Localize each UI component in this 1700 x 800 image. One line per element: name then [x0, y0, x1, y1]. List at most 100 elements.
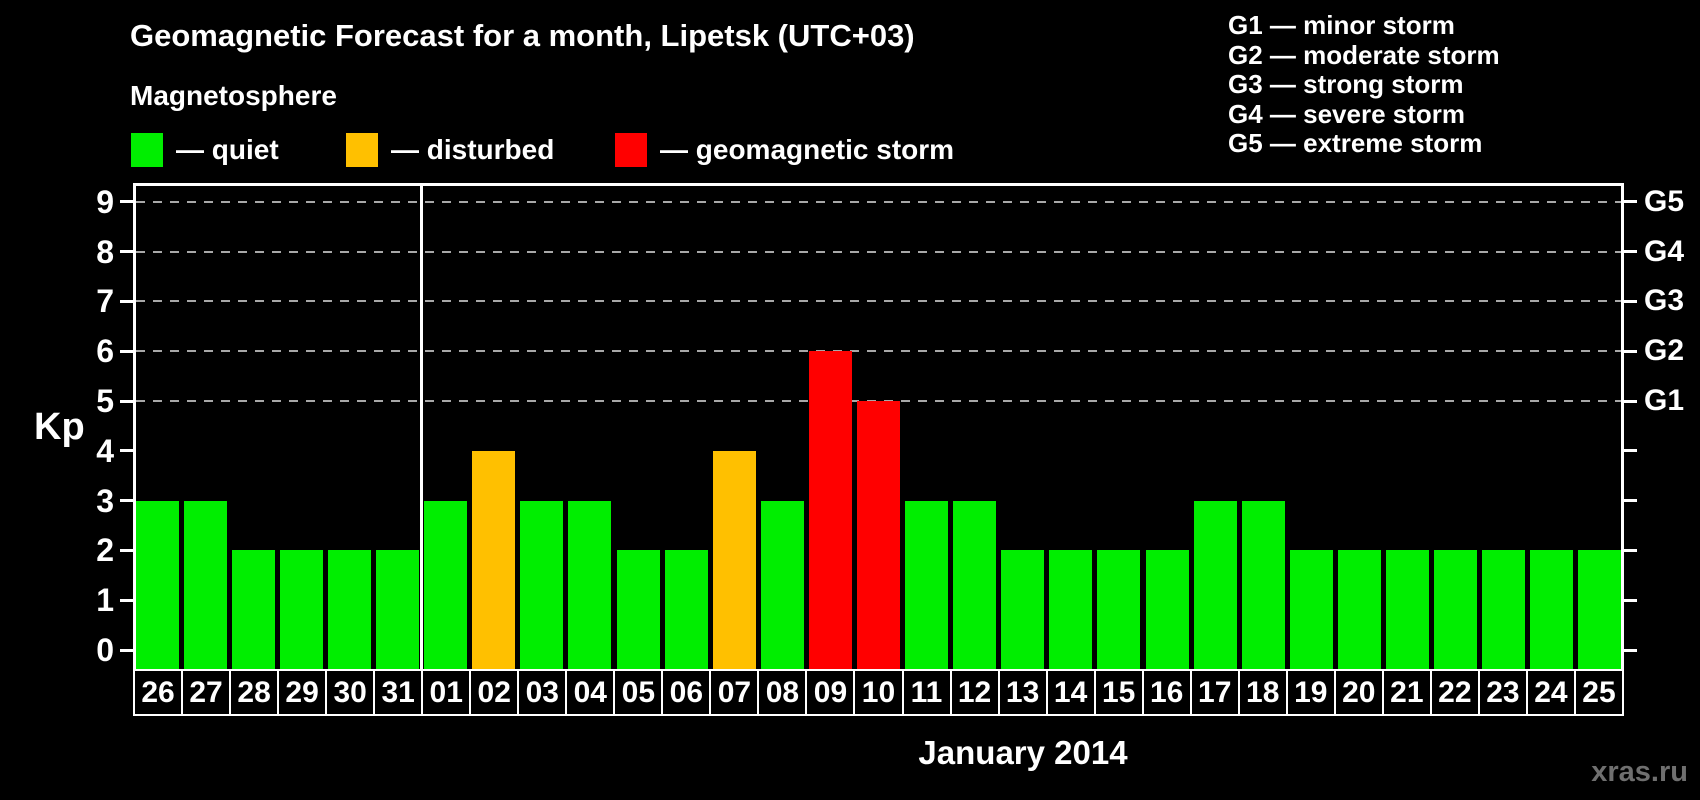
bar-day-01: [424, 500, 468, 669]
y-axis-tick-left-8: [120, 250, 133, 254]
day-label-26: 26: [141, 675, 175, 709]
y-axis-tick-left-0: [120, 648, 133, 652]
bar-day-09: [808, 351, 852, 669]
day-label-11: 11: [901, 671, 950, 714]
day-label-08: 08: [757, 671, 805, 714]
g-legend-line-g3: G3 — strong storm: [1228, 69, 1464, 100]
y-axis-label-0: 0: [96, 632, 114, 668]
day-label-28: 28: [229, 671, 277, 714]
day-label-24: 24: [1525, 671, 1574, 714]
bar-day-07: [712, 450, 756, 669]
month-separator-line-el: [420, 186, 424, 669]
y-axis-label-4: 4: [96, 432, 114, 469]
bar-day-21: [1386, 550, 1430, 669]
storm-color-swatch: [615, 132, 647, 167]
day-label-01: 01: [421, 671, 469, 714]
y-axis-tick-left-6: [120, 349, 133, 353]
day-label-12: 12: [949, 671, 998, 714]
y-axis-tick-left-3: [120, 499, 133, 503]
y-axis-tick-left-7: [120, 299, 133, 303]
day-label-27: 27: [181, 671, 229, 714]
g-legend-line-g1: G1 — minor storm: [1228, 10, 1455, 40]
g-axis-label-G5: G5: [1644, 184, 1685, 218]
legend-label-disturbed: — disturbed: [391, 133, 555, 165]
y-axis-tick-left-5: [120, 399, 133, 403]
y-axis-tick-left-4: [120, 449, 133, 453]
legend-item-quiet: — quiet: [131, 132, 279, 167]
bar-day-14: [1049, 550, 1093, 669]
day-label-25: 25: [1573, 671, 1622, 714]
day-label-10: 10: [853, 671, 901, 714]
gridline-kp8: [136, 250, 1621, 253]
bar-day-12: [953, 500, 997, 669]
day-label-23: 23: [1477, 671, 1526, 714]
day-label-19: 19: [1285, 671, 1334, 714]
day-label-21: 21: [1381, 671, 1430, 714]
bar-day-29: [279, 550, 323, 669]
bar-day-23: [1482, 550, 1526, 669]
quiet-color-swatch: [131, 132, 163, 167]
g-axis-label-G2: G2: [1644, 334, 1685, 368]
bar-day-17: [1193, 500, 1237, 669]
day-label-18: 18: [1237, 671, 1286, 714]
g-legend-line-g2: G2 — moderate storm: [1228, 39, 1500, 70]
y-axis-label-9: 9: [96, 183, 114, 220]
legend-item-disturbed: — disturbed: [346, 132, 554, 167]
legend-item-storm: — geomagnetic storm: [615, 132, 954, 167]
g-legend-line-g5: G5 — extreme storm: [1228, 128, 1483, 159]
day-label-22: 22: [1429, 671, 1478, 714]
gridline-kp9: [136, 200, 1621, 203]
bar-day-20: [1337, 550, 1381, 669]
day-label-17: 17: [1189, 671, 1238, 714]
day-label-09: 09: [805, 671, 853, 714]
y-axis-label-6: 6: [96, 333, 114, 370]
day-label-30: 30: [325, 671, 373, 714]
day-label-29: 29: [277, 671, 325, 714]
gridline-kp6: [136, 350, 1621, 353]
g-axis-label-G1: G1: [1644, 384, 1685, 417]
bar-day-19: [1289, 550, 1333, 669]
day-label-13: 13: [997, 671, 1046, 714]
y-axis-tick-right-4: [1624, 449, 1637, 453]
bar-day-03: [520, 500, 564, 669]
bar-day-08: [760, 500, 804, 669]
y-axis-tick-right-2: [1624, 548, 1637, 552]
y-axis-label-1: 1: [96, 582, 114, 619]
day-label-31: 31: [373, 671, 421, 714]
g-axis-label-G3: G3: [1644, 284, 1685, 318]
watermark: xras.ru: [1591, 756, 1688, 788]
bar-day-02: [472, 450, 516, 669]
bar-day-06: [664, 550, 708, 669]
day-label-02: 02: [469, 671, 517, 714]
bar-day-24: [1530, 550, 1574, 669]
day-label-06: 06: [661, 671, 709, 714]
day-label-07: 07: [709, 671, 757, 714]
day-label-04: 04: [565, 671, 613, 714]
x-axis-day-label-row: 26 27 28 29 30 31 01 02 03 04 05 06 07 08 09 10 11 12 13 14…: [133, 669, 1624, 716]
x-axis-title: January 2014: [918, 734, 1128, 771]
y-axis-label-2: 2: [96, 532, 114, 569]
g-axis-label-G4: G4: [1644, 234, 1685, 268]
y-axis-tick-left-1: [120, 598, 133, 602]
bar-day-31: [376, 550, 420, 669]
bar-day-10: [857, 401, 900, 669]
y-axis-label-7: 7: [96, 283, 114, 320]
disturbed-color-swatch: [346, 132, 378, 167]
storm-scale-legend: G1 — minor storm G2 — moderate storm G3 …: [1228, 10, 1500, 159]
day-label-14: 14: [1045, 671, 1094, 714]
y-axis-tick-left-9: [120, 200, 133, 204]
day-label-03: 03: [517, 671, 565, 714]
bar-day-18: [1241, 500, 1285, 669]
y-axis-label-3: 3: [96, 482, 114, 519]
gridline-kp7: [136, 300, 1621, 303]
bar-day-15: [1097, 550, 1141, 669]
bar-day-26: [135, 500, 179, 669]
y-axis-title: Kp: [34, 406, 85, 448]
bar-day-30: [327, 550, 371, 669]
y-axis-label-5: 5: [96, 383, 114, 419]
bar-day-27: [183, 500, 227, 669]
day-label-05: 05: [613, 671, 661, 714]
chart-title: Geomagnetic Forecast for a month, Lipets…: [130, 18, 915, 53]
y-axis-label-8: 8: [96, 233, 114, 270]
